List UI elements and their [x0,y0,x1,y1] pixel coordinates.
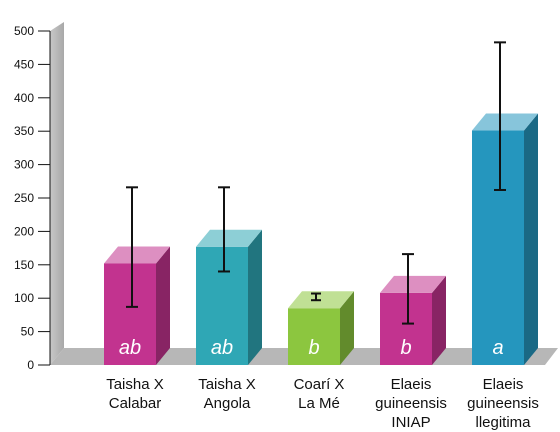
bar-front [196,246,248,365]
y-tick-label: 450 [14,57,34,71]
bar: a [472,41,538,365]
bar-front [288,308,340,365]
side-wall [50,22,64,365]
y-tick-label: 350 [14,124,34,138]
significance-label: ab [119,337,141,359]
bar: ab [196,186,262,365]
bar-side [524,113,538,365]
y-tick-label: 0 [27,358,34,372]
category-label: guineensis [375,395,447,412]
bar-top [104,246,170,264]
category-label: INIAP [391,414,430,431]
bar-top [472,113,538,131]
category-label: llegitima [475,414,531,431]
category-label: Coarí X [294,376,345,393]
bar: b [288,291,354,365]
y-tick-label: 500 [14,24,34,38]
significance-label: a [492,337,503,359]
y-tick-label: 150 [14,258,34,272]
y-tick-label: 200 [14,224,34,238]
category-label: Taisha X [106,376,164,393]
y-tick-label: 300 [14,158,34,172]
bar: b [380,253,446,365]
y-axis: 0 50 100 150 200 250 300 350 400 450 500 [14,24,51,372]
significance-label: b [308,337,319,359]
category-labels: Taisha X Calabar Taisha X Angola Coarí X La M… [106,376,539,431]
y-tick-label: 50 [21,325,35,339]
bar-side [432,275,446,365]
bar-side [156,246,170,365]
bar-top [380,275,446,293]
category-label: guineensis [467,395,539,412]
y-tick-label: 100 [14,291,34,305]
bar-side [340,291,354,365]
category-label: Elaeis [483,376,524,393]
significance-label: ab [211,337,233,359]
category-label: Angola [204,395,251,412]
bar: ab [104,186,170,365]
category-label: La Mé [298,395,340,412]
y-tick-label: 400 [14,91,34,105]
category-label: Taisha X [198,376,256,393]
bar-top [196,229,262,247]
bar-front [380,292,432,365]
significance-label: b [400,337,411,359]
bar-front [472,130,524,365]
category-label: Elaeis [391,376,432,393]
bar-front [104,263,156,365]
bar-side [248,229,262,365]
category-label: Calabar [109,395,162,412]
bars: ab ab b b a [104,41,538,365]
y-tick-label: 250 [14,191,34,205]
